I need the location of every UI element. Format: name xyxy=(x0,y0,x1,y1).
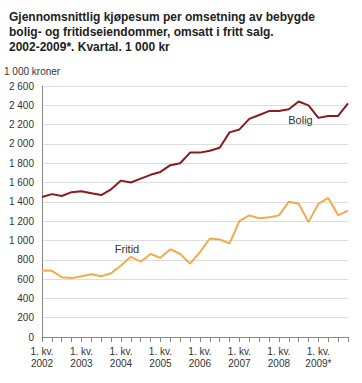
svg-text:400: 400 xyxy=(17,293,34,304)
svg-text:1. kv.: 1. kv. xyxy=(109,346,132,357)
svg-text:bolig- og fritidseiendommer, o: bolig- og fritidseiendommer, omsatt i fr… xyxy=(9,25,274,39)
svg-text:1 000 kroner: 1 000 kroner xyxy=(4,66,61,77)
svg-text:1. kv.: 1. kv. xyxy=(188,346,211,357)
svg-text:1 200: 1 200 xyxy=(9,216,34,227)
svg-text:1 800: 1 800 xyxy=(9,158,34,169)
svg-text:2002: 2002 xyxy=(31,358,54,369)
svg-text:200: 200 xyxy=(17,312,34,323)
svg-text:2005: 2005 xyxy=(149,358,172,369)
svg-text:600: 600 xyxy=(17,274,34,285)
svg-text:2008: 2008 xyxy=(268,358,291,369)
svg-text:1. kv.: 1. kv. xyxy=(228,346,251,357)
svg-text:Bolig: Bolig xyxy=(288,114,312,126)
svg-text:2 400: 2 400 xyxy=(9,100,34,111)
svg-text:2 000: 2 000 xyxy=(9,138,34,149)
svg-text:1. kv.: 1. kv. xyxy=(30,346,53,357)
svg-text:0: 0 xyxy=(28,332,34,343)
svg-text:2003: 2003 xyxy=(70,358,93,369)
svg-text:1 400: 1 400 xyxy=(9,196,34,207)
svg-text:1. kv.: 1. kv. xyxy=(70,346,93,357)
svg-text:Fritid: Fritid xyxy=(115,243,139,255)
svg-text:1 600: 1 600 xyxy=(9,177,34,188)
svg-text:2 200: 2 200 xyxy=(9,119,34,130)
svg-text:1. kv.: 1. kv. xyxy=(267,346,290,357)
svg-text:2004: 2004 xyxy=(110,358,133,369)
svg-text:800: 800 xyxy=(17,254,34,265)
svg-text:2009*: 2009* xyxy=(305,358,331,369)
svg-text:Gjennomsnittlig kjøpesum per o: Gjennomsnittlig kjøpesum per omsetning a… xyxy=(9,10,315,24)
svg-text:2007: 2007 xyxy=(228,358,251,369)
svg-text:1. kv.: 1. kv. xyxy=(307,346,330,357)
svg-text:2 600: 2 600 xyxy=(9,81,34,92)
svg-text:2006: 2006 xyxy=(189,358,212,369)
svg-text:1. kv.: 1. kv. xyxy=(149,346,172,357)
svg-text:2002-2009*. Kvartal. 1 000 kr: 2002-2009*. Kvartal. 1 000 kr xyxy=(9,40,170,54)
svg-text:1 000: 1 000 xyxy=(9,235,34,246)
